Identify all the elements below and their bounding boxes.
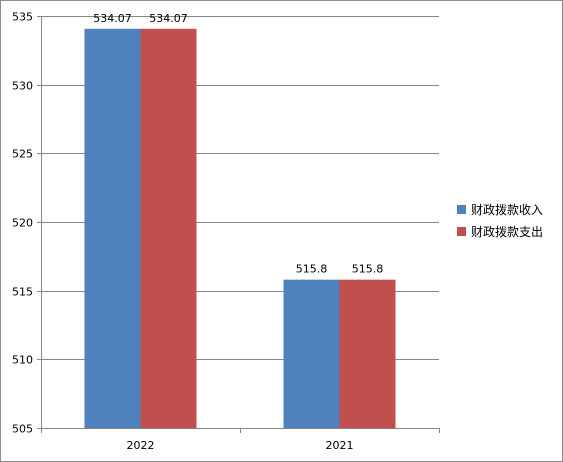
data-label: 515.8: [296, 263, 328, 276]
data-label: 515.8: [352, 263, 384, 276]
y-tick-label: 505: [12, 423, 33, 436]
legend-label: 财政拨款支出: [471, 225, 543, 239]
y-tick-label: 515: [12, 286, 33, 299]
data-label: 534.07: [93, 12, 132, 25]
bar: [283, 279, 340, 428]
legend-swatch: [457, 227, 466, 236]
data-label: 534.07: [149, 12, 188, 25]
x-tick-label: 2021: [326, 439, 354, 452]
bar: [140, 28, 197, 428]
legend-label: 财政拨款收入: [471, 203, 543, 217]
x-tick-label: 2022: [127, 439, 155, 452]
y-tick-label: 535: [12, 11, 33, 24]
y-tick-label: 510: [12, 354, 33, 367]
legend-swatch: [457, 205, 466, 214]
bar: [84, 28, 141, 428]
y-tick-label: 530: [12, 80, 33, 93]
bar: [339, 279, 396, 428]
y-tick-label: 520: [12, 217, 33, 230]
y-tick-label: 525: [12, 148, 33, 161]
